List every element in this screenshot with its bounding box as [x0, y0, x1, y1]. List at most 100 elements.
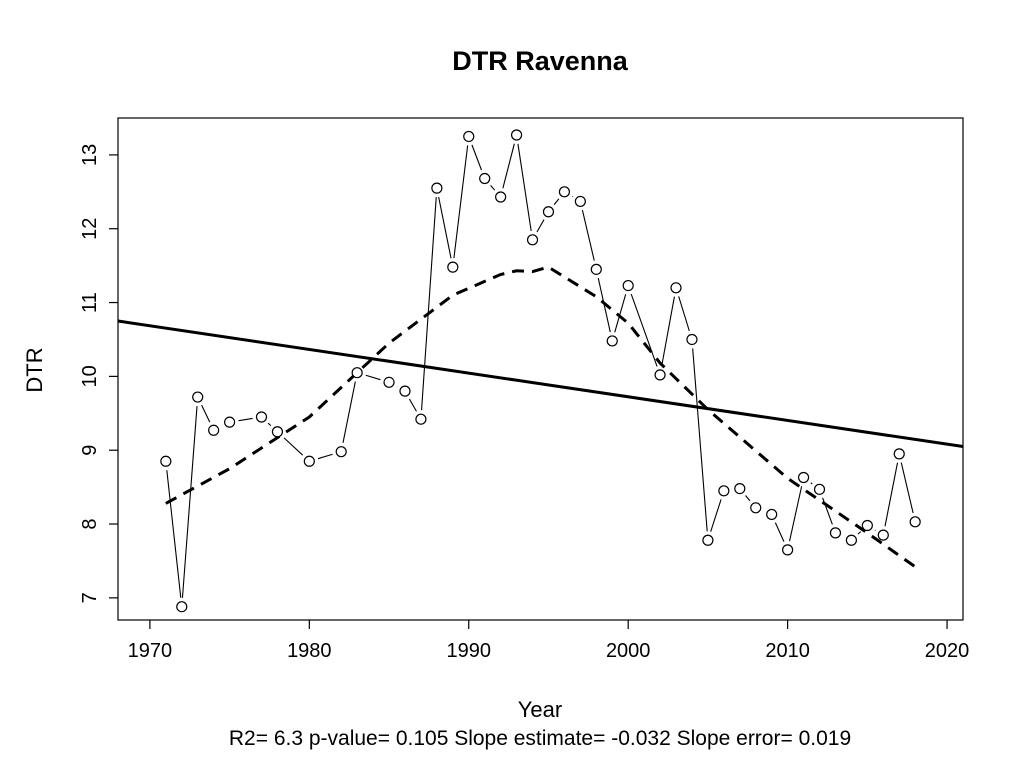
data-point — [702, 534, 714, 546]
y-tick-label: 12 — [79, 218, 101, 240]
chart-title: DTR Ravenna — [452, 46, 629, 76]
x-axis-label: Year — [518, 697, 562, 722]
data-point — [208, 424, 220, 436]
data-point — [670, 282, 682, 294]
data-segment — [267, 422, 272, 427]
data-segment — [201, 404, 211, 423]
smoothed-trend-line — [165, 265, 917, 569]
data-point — [510, 129, 523, 141]
data-point — [351, 367, 363, 379]
data-segment — [810, 482, 813, 485]
data-point — [861, 519, 873, 532]
y-axis-label: DTR — [22, 347, 47, 392]
data-segment — [581, 210, 595, 261]
data-point — [303, 455, 315, 467]
y-tick-label: 13 — [79, 144, 101, 166]
data-segment — [692, 348, 708, 532]
data-point — [335, 446, 347, 458]
x-tick-label: 2010 — [765, 640, 810, 662]
data-segment — [317, 453, 333, 460]
data-segment — [536, 219, 545, 233]
x-tick-label: 1990 — [447, 640, 492, 662]
data-point — [606, 335, 618, 347]
data-point — [622, 279, 634, 292]
regression-stats: R2= 6.3 p-value= 0.105 Slope estimate= -… — [229, 727, 851, 750]
data-segment — [238, 417, 253, 422]
data-point — [558, 186, 571, 198]
data-point — [718, 485, 730, 497]
x-axis: 1970 1980 1990 2000 2010 2020 — [128, 620, 970, 662]
data-point — [893, 448, 905, 460]
data-point — [463, 130, 475, 143]
data-segment — [857, 531, 862, 535]
data-point — [255, 411, 268, 423]
data-segment — [342, 381, 356, 443]
y-tick-label: 10 — [79, 365, 101, 387]
x-tick-label: 1980 — [287, 640, 332, 662]
plot-lines — [117, 143, 964, 598]
data-point — [750, 502, 762, 514]
data-segment — [502, 143, 515, 189]
data-segment — [678, 296, 690, 332]
data-point — [224, 416, 236, 428]
data-segment — [408, 398, 417, 412]
data-segment — [745, 495, 751, 502]
data-point — [495, 191, 507, 203]
data-segment — [630, 293, 658, 367]
data-segment — [614, 294, 627, 333]
data-segment — [774, 522, 785, 542]
data-segment — [884, 462, 899, 527]
data-segment — [420, 197, 437, 411]
data-segment — [710, 499, 722, 532]
data-point — [654, 369, 666, 381]
y-tick-label: 7 — [79, 592, 101, 603]
x-tick-label: 2020 — [925, 640, 970, 662]
data-segment — [517, 143, 532, 231]
data-segment — [553, 198, 560, 206]
data-point — [877, 529, 889, 541]
data-segment — [900, 462, 914, 514]
data-points — [160, 129, 921, 613]
data-segment — [789, 486, 803, 542]
data-point — [590, 263, 602, 275]
data-segment — [283, 437, 304, 456]
data-point — [766, 508, 778, 521]
data-point — [574, 195, 586, 208]
data-segment — [365, 374, 381, 381]
data-point — [192, 391, 204, 403]
data-segment — [471, 144, 483, 171]
data-segment — [166, 470, 182, 598]
data-point — [782, 544, 794, 556]
data-point — [797, 471, 810, 484]
data-point — [447, 261, 459, 273]
data-point — [176, 601, 188, 613]
data-point — [431, 182, 443, 194]
data-segment — [181, 405, 198, 598]
data-segment — [438, 196, 452, 259]
data-point — [734, 482, 746, 495]
data-segment — [661, 296, 675, 367]
data-point — [813, 483, 826, 495]
x-tick-label: 1970 — [128, 640, 173, 662]
data-point — [909, 516, 921, 528]
data-point — [271, 426, 284, 438]
data-point — [415, 413, 427, 425]
data-point — [829, 527, 842, 539]
data-point — [526, 234, 539, 246]
data-point — [845, 534, 857, 546]
data-point — [542, 206, 555, 218]
y-tick-label: 11 — [79, 292, 101, 313]
linear-trend-line — [117, 319, 964, 448]
data-segment — [453, 145, 469, 259]
plot-frame — [117, 117, 964, 621]
data-point — [399, 385, 411, 397]
data-point — [479, 172, 491, 185]
x-tick-label: 2000 — [606, 640, 651, 662]
data-point — [160, 455, 172, 467]
y-axis: 7 8 9 10 11 12 13 — [79, 144, 118, 603]
data-segment — [490, 184, 496, 191]
y-tick-label: 9 — [79, 445, 101, 456]
data-point — [686, 333, 698, 346]
data-point — [383, 376, 395, 388]
